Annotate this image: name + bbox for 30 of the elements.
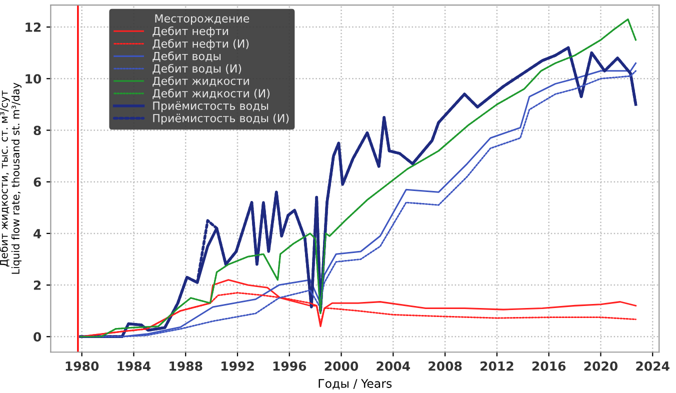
y-axis-title: Дебит жидкости, тыс. ст. м³/сут Liquid flow rate, thousand st. m³/day (0, 82, 22, 274)
legend-label: Приёмистость воды (153, 101, 268, 112)
y-tick-label: 6 (34, 177, 41, 187)
y-tick-label: 10 (26, 74, 42, 84)
x-tick-label: 2004 (376, 361, 410, 371)
x-tick-label: 1996 (273, 361, 306, 371)
x-axis-title: Годы / Years (318, 379, 392, 390)
y-tick-label: 2 (34, 280, 41, 290)
legend-title: Месторождение (155, 14, 250, 25)
legend-label: Дебит нефти (И) (152, 39, 249, 50)
y-tick-label: 0 (34, 332, 42, 342)
legend-label: Дебит жидкости (И) (152, 88, 270, 100)
x-tick-label: 1980 (66, 361, 99, 371)
x-tick-label: 1992 (222, 361, 254, 371)
x-tick-label: 2008 (428, 361, 462, 371)
legend-label: Приёмистость воды (И) (153, 114, 289, 124)
x-tick-label: 2012 (480, 361, 514, 371)
legend-label: Дебит воды (И) (152, 64, 242, 74)
y-tick-label: 12 (26, 22, 41, 32)
x-tick-label: 2020 (584, 361, 618, 371)
x-tick-label: 1984 (118, 361, 151, 371)
x-tick-label: 2024 (636, 361, 670, 371)
x-tick-label: 2000 (324, 361, 358, 371)
y-tick-label: 4 (34, 229, 42, 238)
y-tick-label: 8 (34, 126, 41, 136)
x-tick-label: 1988 (170, 361, 202, 371)
legend-label: Дебит жидкости (152, 76, 249, 87)
legend-label: Дебит воды (152, 51, 221, 62)
x-tick-label: 2016 (532, 361, 566, 371)
legend-label: Дебит нефти (152, 26, 228, 38)
